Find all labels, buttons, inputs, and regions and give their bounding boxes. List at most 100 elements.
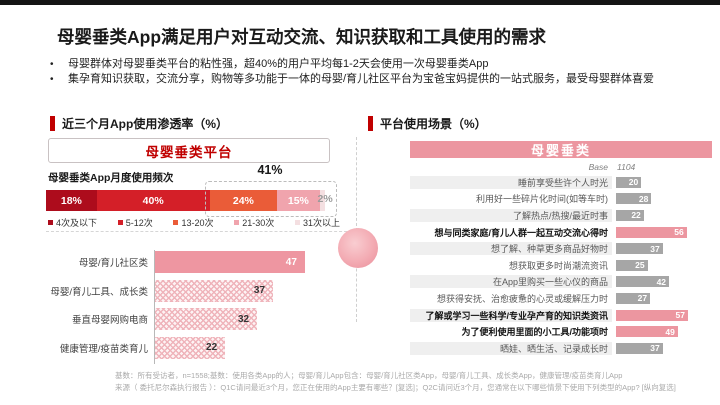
scenario-label: 睡前享受些许个人时光 — [410, 175, 612, 189]
segment-value-label: 2% — [317, 193, 333, 205]
scenario-label: 了解热点/热搜/最近时事 — [410, 208, 612, 222]
scenario-bar: 37 — [616, 243, 663, 255]
legend-item: 13-20次 — [173, 216, 214, 229]
base-row: Base 1104 — [410, 160, 712, 173]
bar-segment: 24% — [209, 190, 278, 211]
scenario-row: 利用好一些碎片化时间(如等车时) 28 — [410, 191, 720, 208]
scenario-row: 为了便利使用里面的小工具/功能项时 49 — [410, 323, 720, 340]
frequency-legend: 4次及以下 5-12次 13-20次 21-30次 31次以上 — [48, 216, 340, 229]
legend-label: 13-20次 — [181, 218, 214, 228]
red-tick-icon — [368, 116, 373, 131]
stacked-frequency-bar: 18% 40% 24% 15% 2% — [46, 190, 333, 211]
footer-note-source: 来源（ 委托尼尔森执行报告 ）：Q1C请问最近3个月，您正在使用的App主要有哪… — [115, 383, 676, 393]
left-section-header: 近三个月App使用渗透率（%） — [50, 115, 228, 132]
scenario-value: 49 — [665, 326, 675, 337]
scenario-row: 想与同类家庭/育儿人群一起互动交流心得时 56 — [410, 224, 720, 241]
bullet-item: • 母婴群体对母婴垂类平台的粘性强，超40%的用户平均每1-2天会使用一次母婴垂… — [50, 57, 700, 72]
penetration-row: 母婴/育儿社区类 47 — [0, 248, 356, 277]
bar-segment: 40% — [96, 190, 210, 211]
legend-label: 21-30次 — [242, 218, 275, 228]
scenario-bar: 28 — [616, 193, 652, 205]
red-tick-icon — [50, 116, 55, 131]
scenario-bar: 42 — [616, 276, 670, 288]
scenario-bar: 37 — [616, 342, 663, 354]
legend-swatch-icon — [234, 220, 240, 225]
penetration-value: 47 — [285, 256, 297, 268]
penetration-bar: 47 — [155, 251, 305, 274]
bar-segment: 15% — [277, 190, 320, 211]
footer-notes: 基数：所有受访者，n=1558;基数：使用各类App的人；母婴/育儿App包含：… — [115, 370, 710, 395]
right-section-title: 平台使用场景（%） — [380, 117, 487, 131]
scenario-bar-chart: 睡前享受些许个人时光 20 利用好一些碎片化时间(如等车时) 28 了解热点/热搜/最近… — [410, 174, 720, 357]
bracket-annotation: 41% — [257, 163, 283, 177]
bullet-item: • 集孕育知识获取，交流分享，购物等多功能于一体的母婴/育儿社区平台为宝爸宝妈提… — [50, 72, 700, 87]
scenario-value: 27 — [637, 293, 648, 304]
platform-box-label: 母婴垂类平台 — [145, 144, 233, 160]
scenario-bar: 49 — [616, 326, 678, 338]
penetration-bar: 22 — [155, 336, 226, 359]
scenario-row: 想获取更多时尚潮流资讯 25 — [410, 257, 720, 274]
base-label: Base — [588, 161, 608, 172]
penetration-bar-chart: 母婴/育儿社区类 47 母婴/育儿工具、成长类 37 垂直母婴网购电商 32 健康管理/疫苗… — [0, 248, 356, 362]
left-section-title: 近三个月App使用渗透率（%） — [62, 117, 228, 131]
scenario-bar: 56 — [616, 226, 687, 238]
penetration-row: 垂直母婴网购电商 32 — [0, 305, 356, 334]
scenario-value: 25 — [635, 260, 645, 271]
penetration-value: 32 — [237, 313, 250, 325]
legend-swatch-icon — [173, 220, 179, 225]
scenario-row: 了解或学习一些科学/专业孕产育的知识类资讯 57 — [410, 307, 720, 324]
legend-item: 31次以上 — [294, 216, 340, 229]
scenario-value: 56 — [674, 227, 684, 238]
dashed-separator — [46, 231, 352, 232]
scenario-label: 利用好一些碎片化时间(如等车时) — [476, 194, 608, 205]
scenario-value: 42 — [656, 276, 667, 287]
right-section-header: 平台使用场景（%） — [368, 115, 487, 132]
scenario-value: 37 — [650, 343, 660, 354]
penetration-row: 健康管理/疫苗类育儿 22 — [0, 334, 356, 363]
legend-item: 4次及以下 — [48, 216, 97, 229]
page-title: 母婴垂类App满足用户对互动交流、知识获取和工具使用的需求 — [57, 27, 547, 47]
scenario-label: 为了便利使用里面的小工具/功能项时 — [461, 327, 608, 338]
scenario-label: 晒娃、晒生活、记录成长时 — [410, 341, 612, 355]
platform-box: 母婴垂类平台 — [48, 138, 330, 163]
penetration-value: 22 — [206, 342, 218, 354]
scenario-bar: 20 — [616, 176, 642, 188]
legend-label: 31次以上 — [302, 218, 340, 228]
scenario-label: 了解或学习一些科学/专业孕产育的知识类资讯 — [410, 308, 612, 322]
scenario-value: 37 — [650, 243, 660, 254]
scenario-column-header: 母婴垂类 — [410, 141, 712, 158]
scenario-row: 想了解、种草更多商品好物时 37 — [410, 240, 720, 257]
penetration-label: 健康管理/疫苗类育儿 — [59, 343, 148, 355]
bullet-list: • 母婴群体对母婴垂类平台的粘性强，超40%的用户平均每1-2天会使用一次母婴垂… — [50, 57, 700, 87]
legend-swatch-icon — [48, 220, 53, 225]
bracket-dashed-box — [205, 181, 337, 217]
scenario-row: 在App里购买一些心仪的商品 42 — [410, 274, 720, 291]
scenario-value: 20 — [628, 177, 639, 188]
scenario-bar: 22 — [616, 209, 644, 221]
scenario-label: 想与同类家庭/育儿人群一起互动交流心得时 — [434, 227, 608, 238]
penetration-row: 母婴/育儿工具、成长类 37 — [0, 277, 356, 306]
scenario-bar: 25 — [616, 259, 648, 271]
penetration-value: 37 — [253, 285, 266, 297]
top-black-strip — [0, 0, 720, 5]
penetration-bar: 37 — [155, 279, 274, 302]
scenario-bar: 57 — [616, 309, 688, 321]
penetration-bar: 32 — [155, 308, 258, 331]
scenario-value: 28 — [638, 193, 649, 204]
base-value: 1104 — [617, 161, 636, 172]
scenario-label: 在App里购买一些心仪的商品 — [410, 275, 612, 289]
frequency-chart-title: 母婴垂类App月度使用频次 — [48, 172, 174, 184]
pink-ball-decoration — [338, 228, 378, 268]
legend-label: 4次及以下 — [56, 218, 98, 228]
scenario-row: 想获得安抚、治愈疲惫的心灵或缓解压力时 27 — [410, 290, 720, 307]
penetration-label: 母婴/育儿社区类 — [78, 258, 148, 270]
scenario-bar: 27 — [616, 292, 651, 304]
legend-label: 5-12次 — [125, 218, 153, 228]
legend-swatch-icon — [117, 220, 123, 225]
penetration-label: 母婴/育儿工具、成长类 — [50, 286, 148, 298]
scenario-row: 睡前享受些许个人时光 20 — [410, 174, 720, 191]
segment-value-label: 40% — [142, 194, 164, 207]
bar-segment: 18% — [46, 190, 97, 211]
penetration-label: 垂直母婴网购电商 — [71, 315, 148, 327]
